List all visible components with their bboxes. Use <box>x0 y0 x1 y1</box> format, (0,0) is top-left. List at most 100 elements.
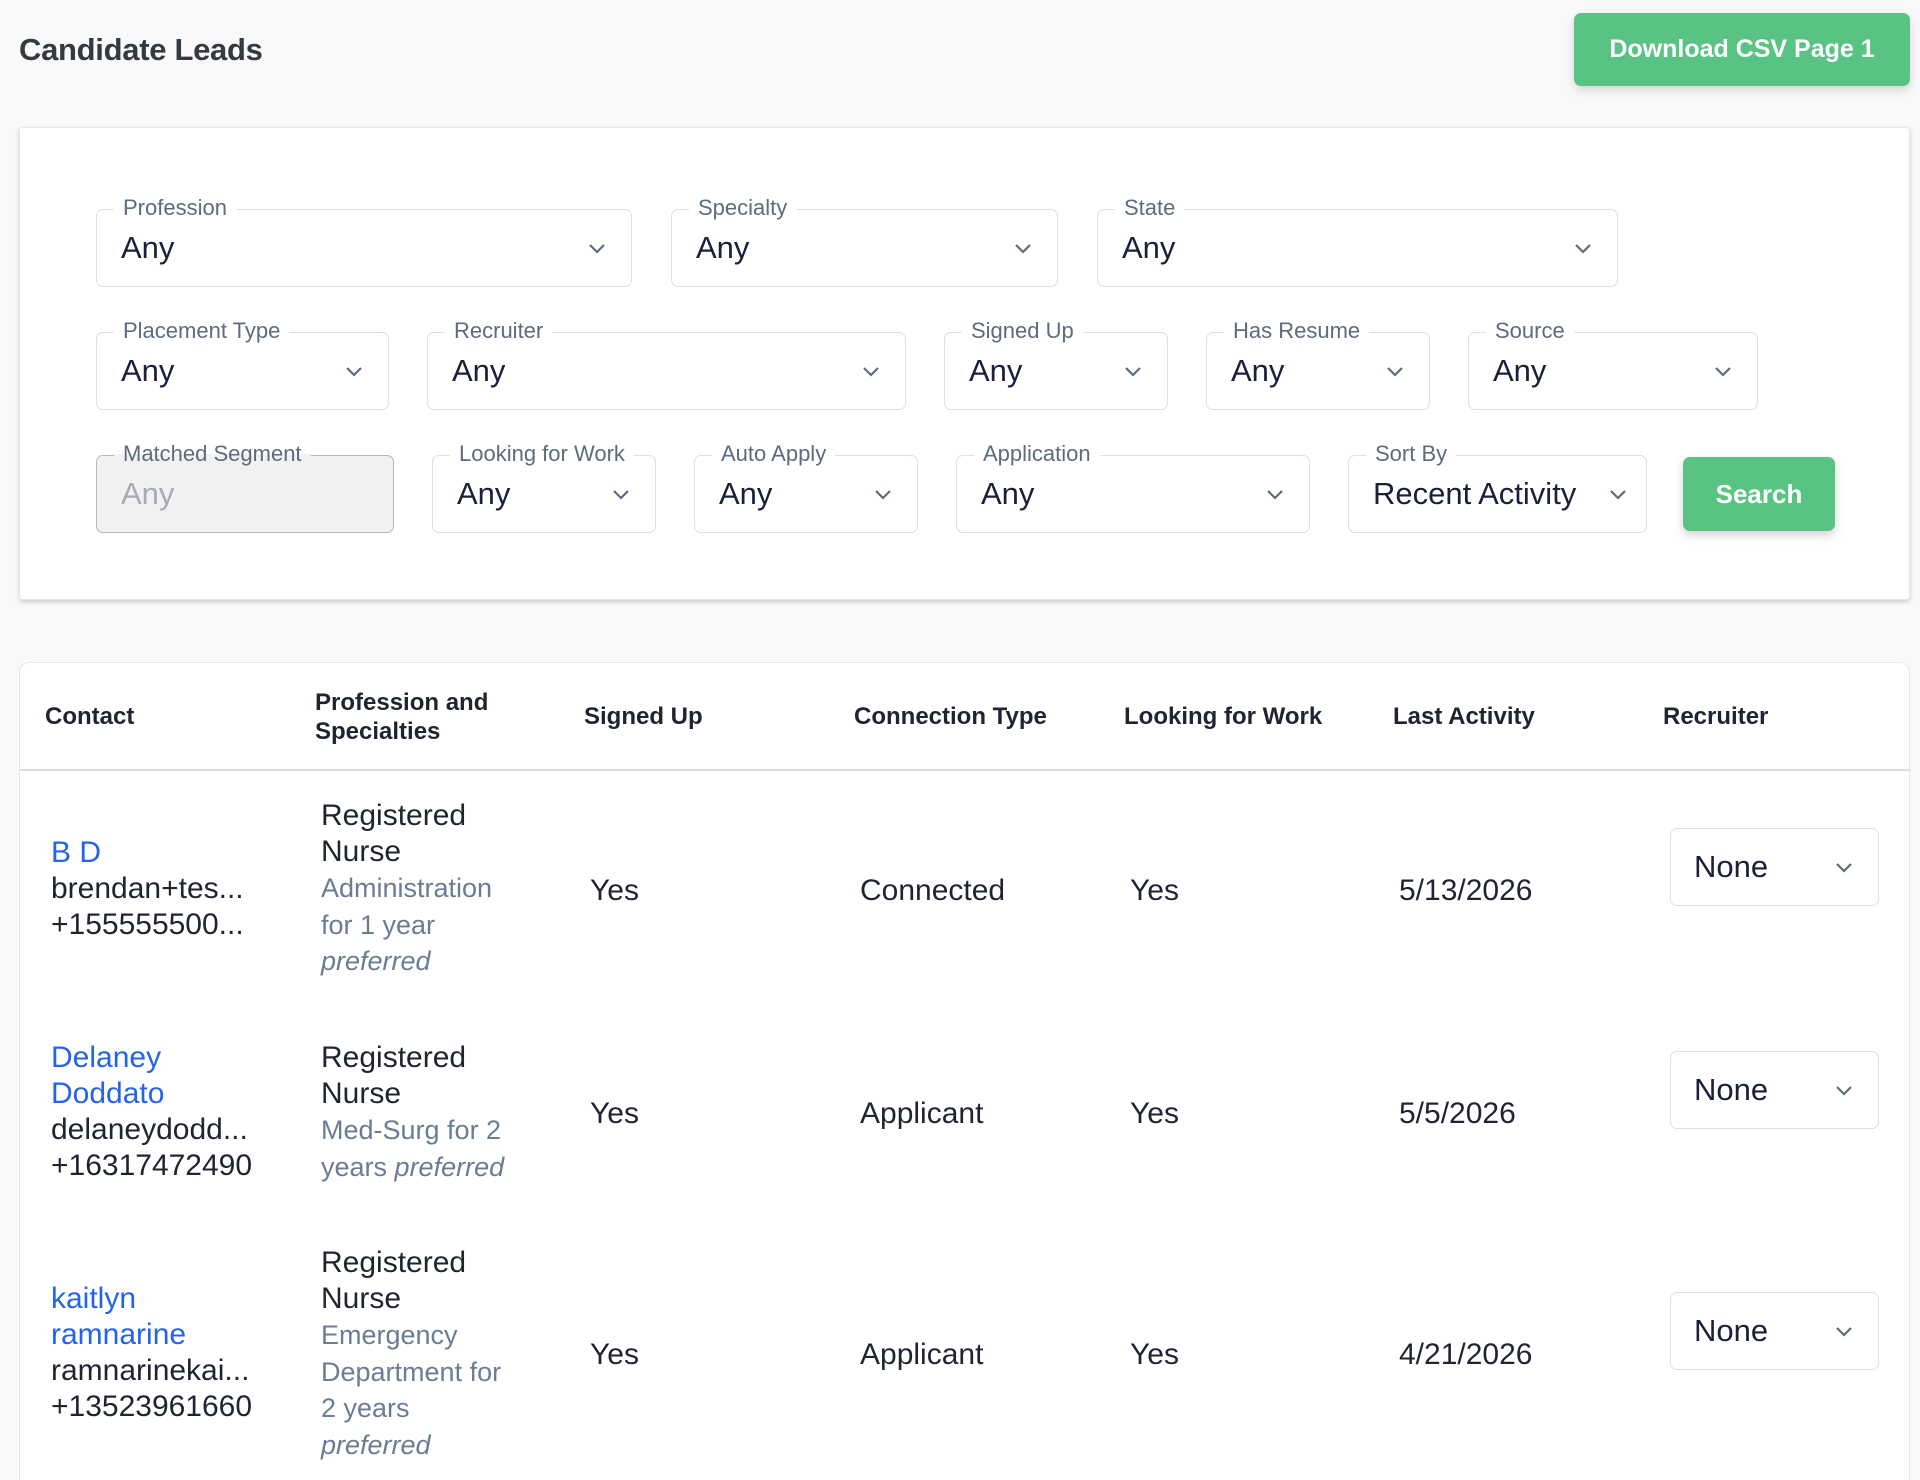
sort-by-select[interactable]: Sort By Recent Activity <box>1348 440 1647 533</box>
placement-type-label: Placement Type <box>114 317 290 345</box>
header-signed-up: Signed Up <box>584 703 703 730</box>
contact-phone: +155555500... <box>51 908 244 941</box>
contact-email: ramnarinekai... <box>51 1354 250 1387</box>
sort-by-value: Recent Activity <box>1373 476 1577 511</box>
profession-select[interactable]: Profession Any <box>96 194 632 287</box>
specialty-line2-wrap: years preferred <box>321 1149 504 1186</box>
contact-email: brendan+tes... <box>51 872 244 905</box>
source-label: Source <box>1486 317 1574 345</box>
contact-name-line2: Doddato <box>51 1077 165 1110</box>
table-row-profession: Registered Nurse Administration for 1 ye… <box>321 798 492 980</box>
profession-line2: Nurse <box>321 1282 402 1315</box>
application-select[interactable]: Application Any <box>956 440 1310 533</box>
specialty-preferred: preferred <box>321 1429 431 1460</box>
has-resume-value: Any <box>1231 353 1285 388</box>
download-csv-button[interactable]: Download CSV Page 1 <box>1574 13 1910 86</box>
specialty-preferred: preferred <box>394 1151 505 1182</box>
candidate-leads-table: Contact Profession and Specialties Signe… <box>19 662 1910 1480</box>
application-label: Application <box>974 440 1100 468</box>
specialty-line2: for 1 year <box>321 909 436 940</box>
contact-phone: +16317472490 <box>51 1149 253 1182</box>
chevron-down-icon <box>1836 1327 1852 1337</box>
contact-name-line2: ramnarine <box>51 1318 187 1351</box>
specialty-preferred: preferred <box>321 946 431 976</box>
recruiter-filter-select[interactable]: Recruiter Any <box>427 317 906 410</box>
signed-up-value: Any <box>969 353 1023 388</box>
specialty-line1: Emergency <box>321 1320 458 1350</box>
signed-up-select[interactable]: Signed Up Any <box>944 317 1168 410</box>
has-resume-select[interactable]: Has Resume Any <box>1206 317 1430 410</box>
table-row-contact: Delaney Doddato delaneydodd... +16317472… <box>51 1040 263 1184</box>
search-button[interactable]: Search <box>1683 457 1835 531</box>
page-title: Candidate Leads <box>19 32 263 67</box>
table-row-contact: B D brendan+tes... +155555500... <box>51 835 263 943</box>
specialty-line1: Administration <box>321 873 493 903</box>
state-label: State <box>1115 194 1185 222</box>
table-row-profession: Registered Nurse Emergency Department fo… <box>321 1245 501 1463</box>
specialty-line2: Department for <box>321 1356 502 1387</box>
header-profession: Profession and Specialties <box>315 688 488 746</box>
chevron-down-icon <box>863 367 879 377</box>
chevron-down-icon <box>875 490 891 500</box>
header-divider <box>20 769 1909 771</box>
state-value: Any <box>1122 230 1176 265</box>
profession-line1: Registered <box>321 1246 467 1279</box>
application-value: Any <box>981 476 1035 511</box>
placement-type-value: Any <box>121 353 175 388</box>
recruiter-select[interactable]: None <box>1670 1292 1879 1370</box>
looking-for-work-value: Any <box>457 476 511 511</box>
chevron-down-icon <box>346 367 362 377</box>
specialty-line2: years <box>321 1151 388 1182</box>
chevron-down-icon <box>1387 367 1403 377</box>
profession-line1: Registered <box>321 799 467 832</box>
auto-apply-value: Any <box>719 476 773 511</box>
chevron-down-icon <box>1575 244 1591 254</box>
specialty-line1: Med-Surg for 2 <box>321 1115 502 1145</box>
specialty-label: Specialty <box>689 194 797 222</box>
looking-for-work-value: Yes <box>1130 874 1179 907</box>
specialty-line3: 2 years <box>321 1393 410 1423</box>
header-contact: Contact <box>45 703 135 730</box>
contact-name-link[interactable]: Delaney Doddato <box>51 1040 263 1112</box>
chevron-down-icon <box>1267 490 1283 500</box>
contact-email: delaneydodd... <box>51 1113 248 1146</box>
filters-panel: Profession Any Specialty Any State Any P… <box>19 127 1910 600</box>
contact-name-link[interactable]: B D <box>51 836 102 869</box>
header-looking-for-work: Looking for Work <box>1124 703 1323 730</box>
recruiter-value: None <box>1694 1072 1769 1107</box>
auto-apply-select[interactable]: Auto Apply Any <box>694 440 918 533</box>
source-value: Any <box>1493 353 1547 388</box>
profession-label: Profession <box>114 194 236 222</box>
chevron-down-icon <box>1125 367 1141 377</box>
recruiter-select[interactable]: None <box>1670 828 1879 906</box>
looking-for-work-value: Yes <box>1130 1338 1179 1371</box>
chevron-down-icon <box>1715 367 1731 377</box>
matched-segment-label: Matched Segment <box>114 440 311 468</box>
last-activity-value: 5/5/2026 <box>1399 1097 1516 1130</box>
chevron-down-icon <box>613 490 629 500</box>
connection-type-value: Connected <box>860 874 1006 907</box>
looking-for-work-label: Looking for Work <box>450 440 634 468</box>
placement-type-select[interactable]: Placement Type Any <box>96 317 389 410</box>
contact-name-link[interactable]: kaitlyn ramnarine <box>51 1281 263 1353</box>
state-select[interactable]: State Any <box>1097 194 1618 287</box>
signed-up-value: Yes <box>590 874 639 907</box>
has-resume-label: Has Resume <box>1224 317 1370 345</box>
source-select[interactable]: Source Any <box>1468 317 1758 410</box>
signed-up-label: Signed Up <box>962 317 1083 345</box>
looking-for-work-value: Yes <box>1130 1097 1179 1130</box>
chevron-down-icon <box>1836 1086 1852 1096</box>
header-recruiter: Recruiter <box>1663 703 1769 730</box>
profession-line2: Nurse <box>321 1077 402 1110</box>
header-connection-type: Connection Type <box>854 703 1047 730</box>
contact-name-line1: Delaney <box>51 1041 162 1074</box>
looking-for-work-select[interactable]: Looking for Work Any <box>432 440 656 533</box>
recruiter-filter-label: Recruiter <box>445 317 553 345</box>
sort-by-label: Sort By <box>1366 440 1457 468</box>
signed-up-value: Yes <box>590 1097 639 1130</box>
recruiter-select[interactable]: None <box>1670 1051 1879 1129</box>
contact-phone: +13523961660 <box>51 1390 253 1423</box>
specialty-select[interactable]: Specialty Any <box>671 194 1058 287</box>
chevron-down-icon <box>1015 244 1031 254</box>
chevron-down-icon <box>589 244 605 254</box>
